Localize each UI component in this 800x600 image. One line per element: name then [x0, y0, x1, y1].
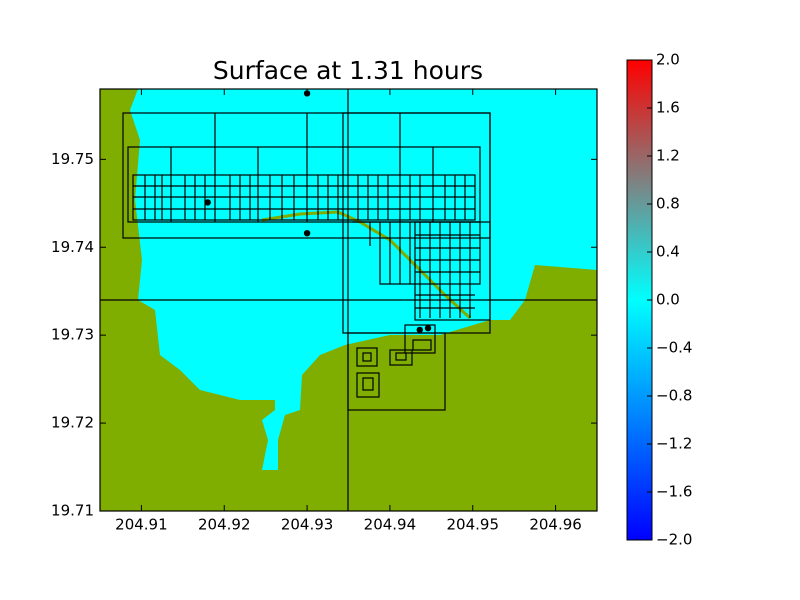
x-tick-label: 204.91 — [115, 516, 168, 534]
colorbar-tick-label: 2.0 — [656, 51, 680, 69]
x-tick-label: 204.92 — [198, 516, 251, 534]
colorbar-tick-label: −1.2 — [656, 435, 692, 453]
colorbar-tick-label: 1.2 — [656, 147, 680, 165]
x-tick-label: 204.95 — [447, 516, 500, 534]
x-tick-label: 204.93 — [281, 516, 334, 534]
gauge-point — [303, 229, 311, 237]
plot-area — [100, 89, 597, 511]
y-tick-label: 19.73 — [51, 326, 94, 344]
river — [261, 210, 472, 320]
y-tick-label: 19.75 — [51, 150, 94, 168]
colorbar-tick-label: 0.0 — [656, 291, 680, 309]
x-tick-label: 204.94 — [364, 516, 417, 534]
land — [100, 89, 597, 511]
colorbar-tick-label: −1.6 — [656, 483, 692, 501]
y-tick-label: 19.72 — [51, 414, 94, 432]
gauge-point — [416, 326, 423, 334]
chart-title: Surface at 1.31 hours — [213, 56, 483, 85]
colorbar-tick-label: 1.6 — [656, 99, 680, 117]
colorbar-tick-label: −0.8 — [656, 387, 692, 405]
colorbar-tick-label: 0.8 — [656, 195, 680, 213]
colorbar-tick-label: 0.4 — [656, 243, 680, 261]
plot-frame — [99, 88, 598, 512]
colorbar-tick-label: −2.0 — [656, 531, 692, 549]
colorbar-tick-label: −0.4 — [656, 339, 692, 357]
gauge-point — [424, 324, 432, 332]
x-tick-label: 204.96 — [529, 516, 582, 534]
y-tick-label: 19.74 — [51, 238, 94, 256]
gauge-point — [204, 199, 211, 206]
y-tick-label: 19.71 — [51, 502, 94, 520]
amr-patches — [100, 89, 597, 511]
